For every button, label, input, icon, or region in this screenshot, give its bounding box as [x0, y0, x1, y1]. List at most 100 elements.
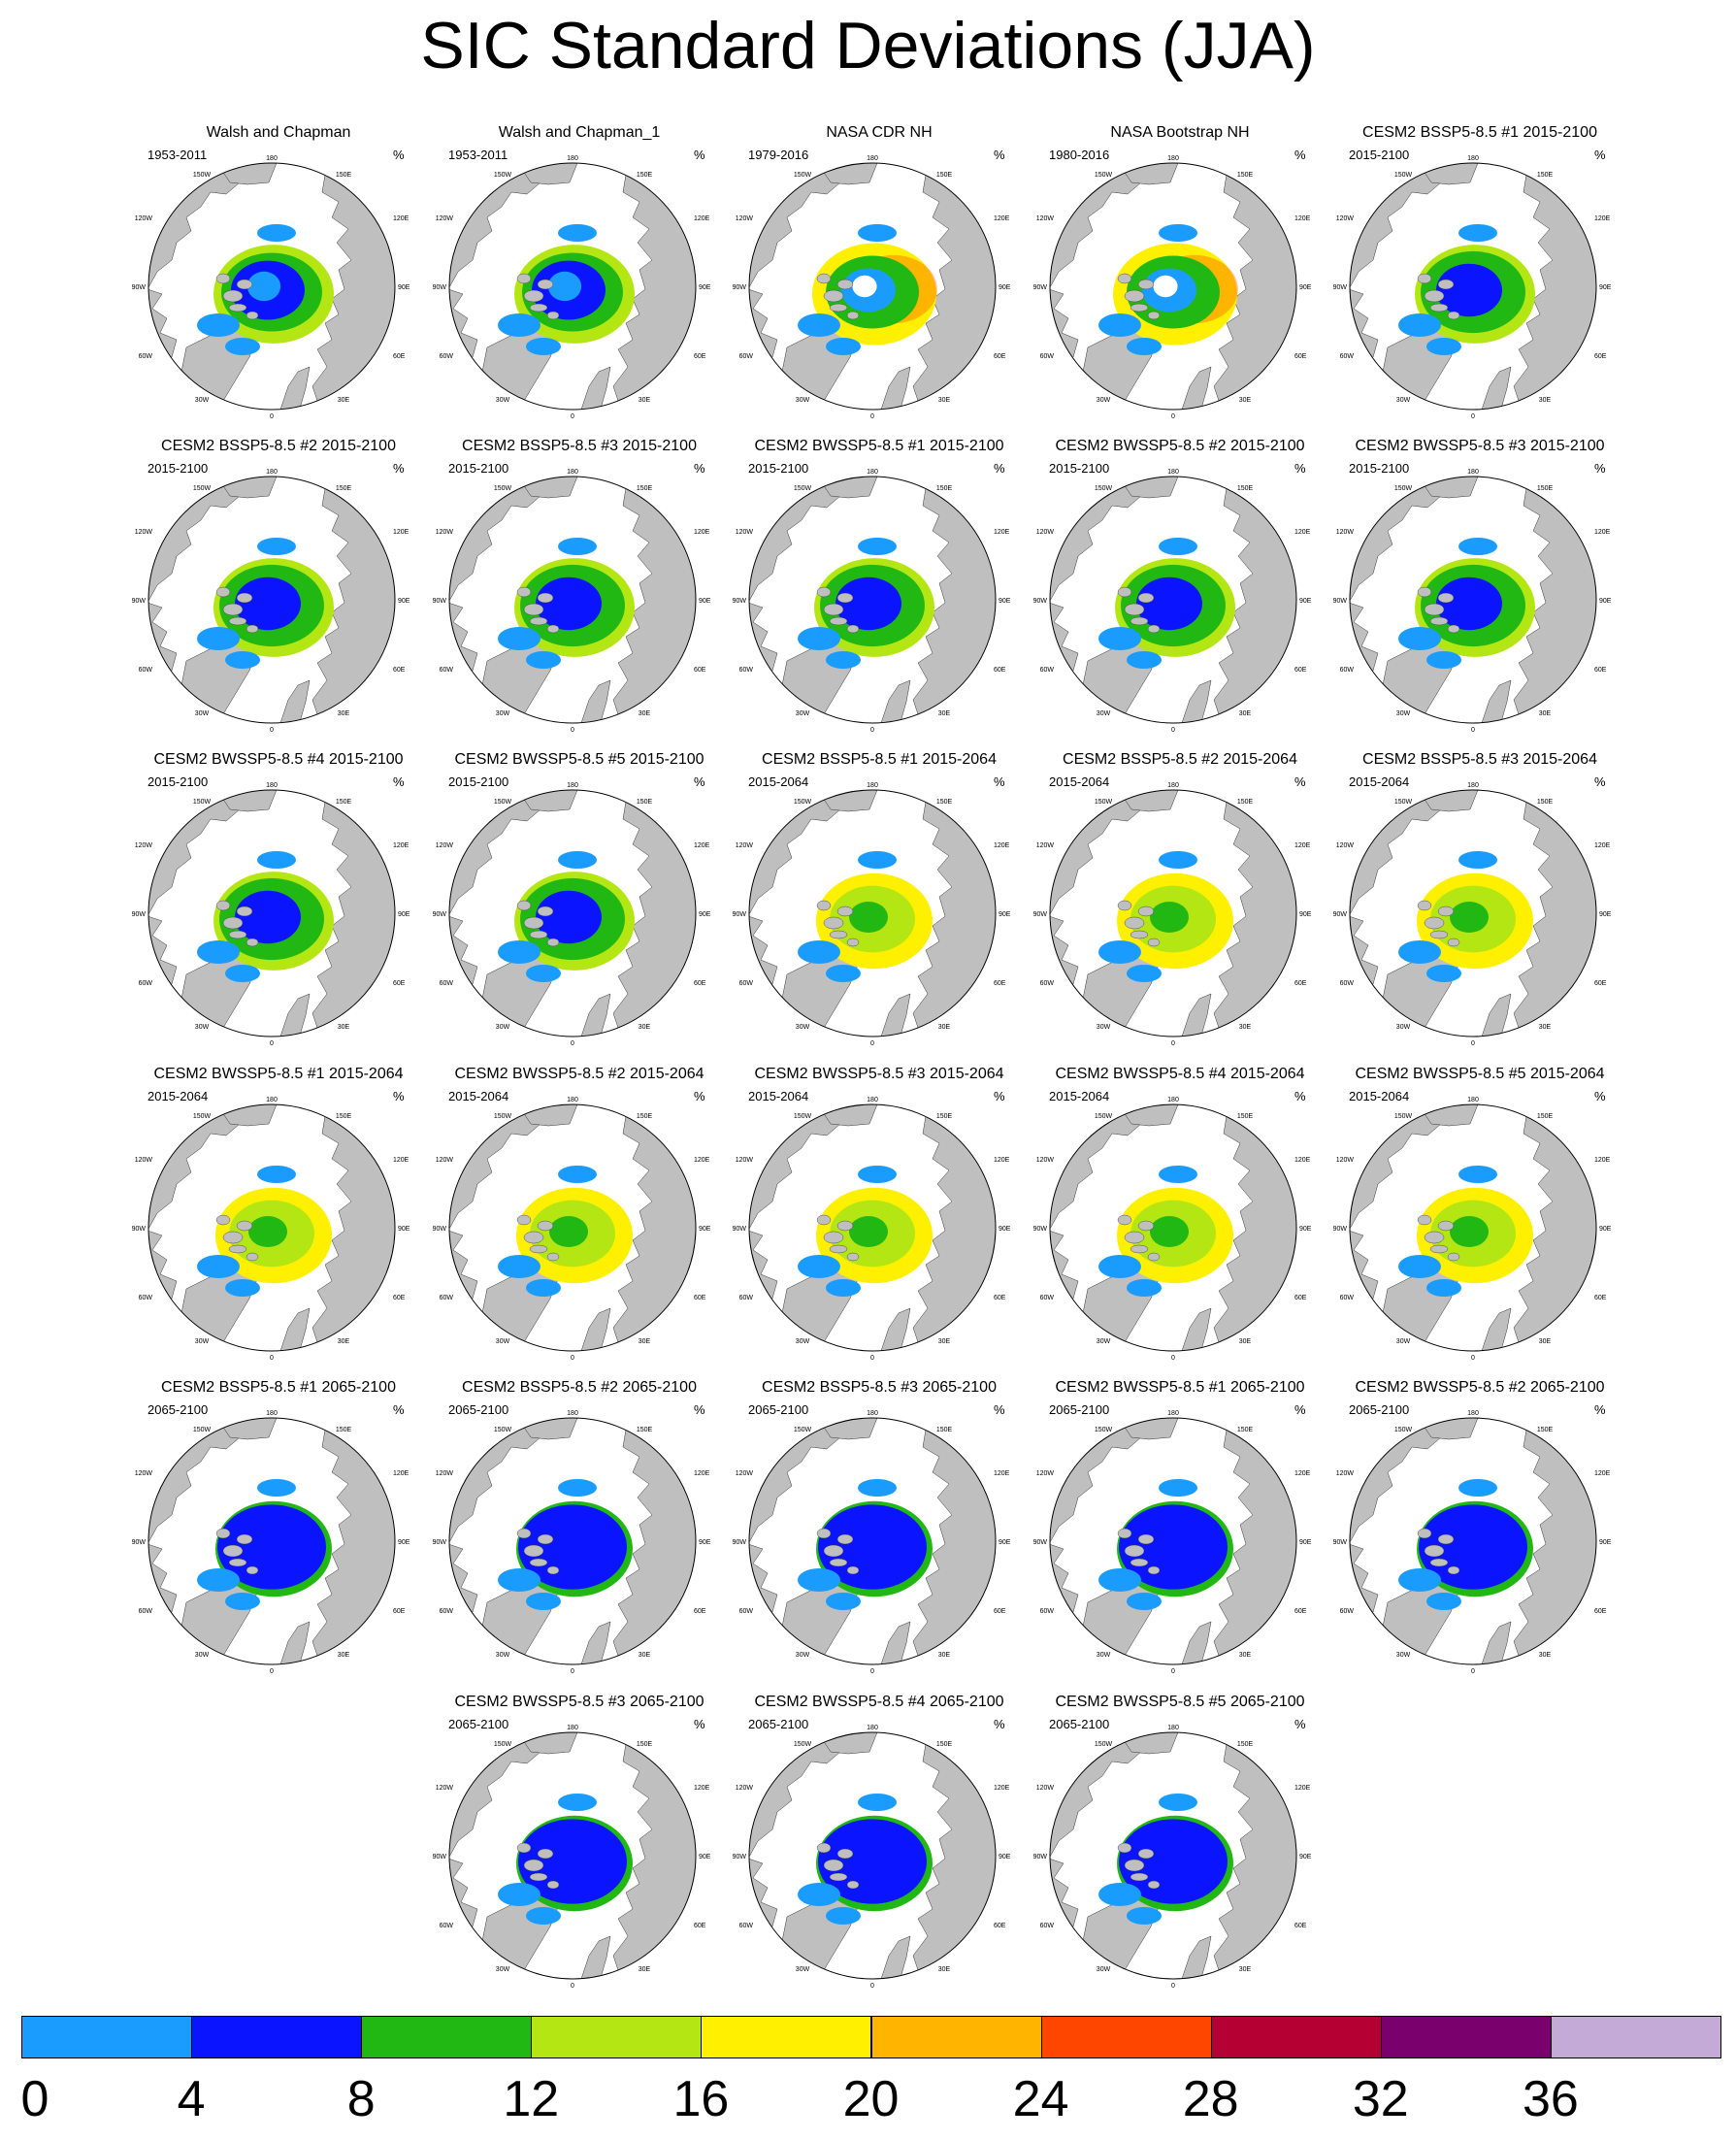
graticule-label: 120W — [135, 1470, 153, 1477]
graticule-label: 150E — [1237, 1113, 1254, 1120]
graticule-label: 180 — [867, 1725, 878, 1731]
graticule-label: 30W — [1097, 1338, 1111, 1345]
graticule-label: 180 — [1167, 1410, 1179, 1417]
graticule-label: 90W — [1333, 598, 1348, 605]
graticule-label: 150E — [1237, 485, 1254, 492]
panel-title: Walsh and Chapman — [206, 124, 351, 141]
graticule-label: 30W — [195, 1338, 210, 1345]
graticule-label: 90E — [1299, 911, 1312, 918]
graticule-label: 120W — [736, 529, 754, 536]
panel-unit: % — [1594, 148, 1606, 162]
graticule-label: 30W — [1097, 1966, 1111, 1973]
graticule-label: 120W — [436, 1785, 454, 1792]
graticule-label: 150W — [494, 1741, 512, 1748]
panel-title: CESM2 BSSP5-8.5 #1 2015-2100 — [1362, 124, 1597, 141]
graticule-label: 150W — [1394, 799, 1413, 806]
panel-period: 2015-2100 — [1349, 461, 1410, 476]
graticule-label: 30E — [1239, 1966, 1252, 1973]
polar-map: 180 150W 150E 120W 120E 90W 90E 60W 60E 30W 30E 0 — [1033, 1410, 1312, 1675]
graticule-label: 0 — [571, 1040, 574, 1047]
graticule-label: 60E — [994, 1608, 1006, 1615]
panel-title: CESM2 BSSP5-8.5 #3 2065-2100 — [762, 1379, 997, 1396]
map-panel: CESM2 BWSSP5-8.5 #2 2015-2100 2015-2100% 1… — [1033, 438, 1326, 739]
panel-title: CESM2 BSSP5-8.5 #3 2015-2100 — [462, 438, 697, 454]
graticule-label: 90W — [1333, 1539, 1348, 1546]
graticule-label: 120E — [1594, 215, 1611, 222]
graticule-label: 60W — [1340, 980, 1355, 987]
graticule-label: 60E — [694, 980, 706, 987]
panel-period: 2015-2100 — [1049, 461, 1110, 476]
colorbar-segment — [1550, 2016, 1721, 2058]
panel-title: CESM2 BWSSP5-8.5 #5 2015-2064 — [1355, 1066, 1605, 1082]
panel-unit: % — [994, 774, 1005, 789]
panel-title: CESM2 BWSSP5-8.5 #2 2015-2100 — [1055, 438, 1305, 454]
graticule-label: 60E — [694, 353, 706, 360]
map-panel: CESM2 BSSP5-8.5 #2 2015-2064 2015-2064% 18… — [1033, 751, 1326, 1052]
colorbar-label: 12 — [503, 2071, 560, 2127]
graticule-label: 30W — [195, 1024, 210, 1031]
graticule-label: 0 — [870, 1355, 874, 1362]
panel-period: 1980-2016 — [1049, 148, 1110, 162]
graticule-label: 90E — [398, 1539, 410, 1546]
graticule-label: 90E — [699, 911, 711, 918]
panel-title: CESM2 BWSSP5-8.5 #5 2065-2100 — [1055, 1694, 1305, 1710]
graticule-label: 90E — [699, 1539, 711, 1546]
graticule-label: 30W — [1097, 710, 1111, 717]
graticule-label: 150W — [494, 172, 512, 179]
graticule-label: 90E — [699, 284, 711, 291]
panel-unit: % — [694, 148, 705, 162]
figure-title: SIC Standard Deviations (JJA) — [420, 9, 1316, 82]
graticule-label: 90E — [1599, 1226, 1612, 1233]
graticule-label: 30W — [796, 1024, 810, 1031]
map-panel: CESM2 BWSSP5-8.5 #5 2015-2064 2015-2064% 1… — [1333, 1066, 1625, 1366]
graticule-label: 120E — [393, 842, 409, 849]
graticule-label: 30W — [496, 1338, 510, 1345]
panel-unit: % — [694, 1402, 705, 1417]
graticule-label: 60W — [739, 667, 754, 674]
map-panel: CESM2 BSSP5-8.5 #3 2015-2064 2015-2064% 18… — [1333, 751, 1625, 1052]
graticule-label: 120W — [135, 1157, 153, 1164]
graticule-label: 0 — [870, 413, 874, 420]
graticule-label: 150E — [936, 172, 953, 179]
graticule-label: 120W — [736, 842, 754, 849]
panel-unit: % — [1294, 774, 1306, 789]
graticule-label: 150E — [637, 1741, 653, 1748]
graticule-label: 150E — [1537, 172, 1554, 179]
graticule-label: 120E — [1294, 215, 1311, 222]
graticule-label: 120E — [1294, 529, 1311, 536]
graticule-label: 120W — [135, 842, 153, 849]
panel-period: 2065-2100 — [1049, 1402, 1110, 1417]
graticule-label: 90E — [999, 598, 1011, 605]
panel-period: 2015-2100 — [748, 461, 809, 476]
colorbar-segment — [1040, 2016, 1212, 2058]
colorbar-label: 8 — [346, 2071, 376, 2127]
polar-map: 180 150W 150E 120W 120E 90W 90E 60W 60E 30W 30E 0 — [132, 469, 410, 734]
graticule-label: 120W — [436, 215, 454, 222]
graticule-label: 60W — [440, 1923, 454, 1929]
colorbar-segment — [531, 2016, 703, 2058]
graticule-label: 90E — [999, 1539, 1011, 1546]
graticule-label: 120E — [994, 1157, 1010, 1164]
graticule-label: 150E — [1537, 1427, 1554, 1433]
panel-unit: % — [393, 1402, 405, 1417]
graticule-label: 60E — [1294, 1923, 1307, 1929]
colorbar-segment — [361, 2016, 533, 2058]
graticule-label: 30W — [796, 397, 810, 404]
graticule-label: 150W — [494, 1427, 512, 1433]
graticule-label: 60E — [994, 353, 1006, 360]
polar-map: 180 150W 150E 120W 120E 90W 90E 60W 60E 30W 30E 0 — [1033, 1097, 1312, 1362]
graticule-label: 30W — [796, 1338, 810, 1345]
graticule-label: 60W — [1340, 1608, 1355, 1615]
graticule-label: 60W — [1040, 1923, 1055, 1929]
graticule-label: 150W — [1394, 1427, 1413, 1433]
graticule-label: 180 — [867, 469, 878, 476]
panel-period: 1953-2011 — [147, 148, 208, 162]
graticule-label: 120E — [393, 1157, 409, 1164]
map-panel: CESM2 BSSP5-8.5 #3 2015-2100 2015-2100% 18… — [433, 438, 725, 739]
graticule-label: 90W — [1033, 911, 1048, 918]
panel-title: NASA CDR NH — [826, 124, 933, 141]
graticule-label: 150W — [193, 172, 212, 179]
panel-title: CESM2 BWSSP5-8.5 #3 2065-2100 — [454, 1694, 704, 1710]
graticule-label: 150W — [193, 485, 212, 492]
graticule-label: 150W — [1095, 1427, 1113, 1433]
